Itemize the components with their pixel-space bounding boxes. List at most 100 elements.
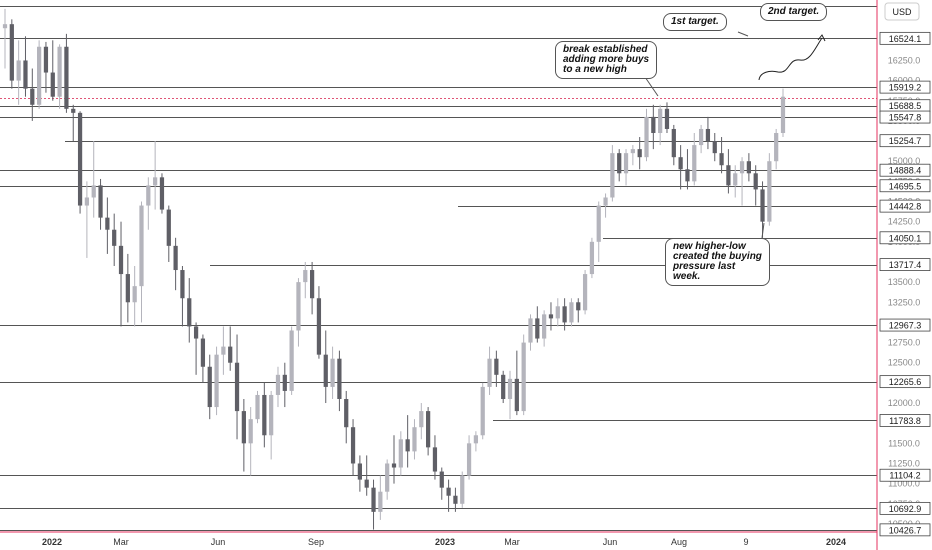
candle-body [542, 314, 547, 339]
candle-body [77, 112, 83, 206]
candle-body [125, 274, 130, 303]
time-tick-label: 9 [743, 537, 748, 547]
time-tick-label: Sep [308, 537, 324, 547]
level-price-label: 16524.1 [889, 34, 922, 44]
level-price-box [879, 318, 931, 332]
candle-body [173, 245, 178, 271]
candle-body [753, 173, 758, 190]
candle-body [739, 161, 745, 174]
level-price-box [879, 523, 931, 537]
candle-body [255, 394, 260, 420]
candle-body [719, 153, 724, 166]
level-price-label: 15688.5 [889, 101, 922, 111]
candle-body [269, 394, 274, 436]
candle-body [528, 318, 533, 343]
candle-body [193, 326, 199, 339]
time-tick-label: 2023 [435, 537, 455, 547]
candle-body [207, 366, 212, 408]
candle-body [446, 487, 451, 496]
candle-body [112, 229, 117, 246]
level-price-box [879, 231, 931, 245]
candle-body [596, 205, 601, 242]
candle-body [494, 358, 499, 375]
currency-button-label: USD [892, 7, 912, 17]
candle-body [637, 149, 642, 158]
price-tick-label: 12000.0 [888, 398, 921, 408]
time-tick-label: 2022 [42, 537, 62, 547]
candle-body [535, 318, 540, 339]
candle-body [610, 153, 615, 198]
candle-body [630, 149, 635, 154]
candle-body [460, 475, 465, 504]
candle-body [282, 374, 287, 391]
level-price-label: 10426.7 [889, 525, 922, 535]
candle-body [166, 209, 171, 246]
note-pointer-line [644, 76, 659, 97]
candle-body [200, 338, 206, 367]
time-tick-label: Jun [211, 537, 226, 547]
candle-body [658, 108, 663, 133]
level-price-box [879, 501, 931, 515]
candle-body [57, 46, 62, 97]
candle-body [357, 463, 362, 480]
price-tick-label: 11000.0 [888, 479, 920, 489]
candle-body [398, 439, 403, 468]
candle-body [678, 157, 683, 170]
note-break-established: break established adding more buys to a … [555, 41, 658, 79]
candle-body [118, 245, 124, 275]
time-tick-label: Mar [113, 537, 129, 547]
candle-body [378, 491, 383, 512]
time-tick-label: Aug [671, 537, 687, 547]
price-tick-label: 11500.0 [888, 438, 920, 448]
candle-body [30, 88, 35, 105]
candle-body [37, 46, 42, 105]
candle-body [91, 185, 96, 198]
currency-button[interactable]: USD [884, 2, 920, 21]
candle-body [569, 302, 574, 323]
level-price-label: 13717.4 [889, 260, 922, 270]
candle-body [43, 46, 49, 73]
candle-body [214, 354, 219, 408]
candle-body [671, 128, 676, 158]
candle-body [371, 487, 376, 512]
candle-body [323, 354, 328, 387]
candlesticks [2, 8, 786, 530]
level-price-label: 12967.3 [889, 321, 922, 331]
candle-body [248, 419, 253, 444]
level-price-label: 14050.1 [889, 233, 922, 243]
candle-body [9, 24, 14, 81]
candle-body [644, 116, 649, 158]
level-price-label: 15547.8 [889, 113, 922, 123]
candle-body [391, 463, 397, 468]
level-price-box [879, 134, 931, 148]
candle-body [453, 495, 458, 504]
level-price-box [879, 199, 931, 213]
candle-body [180, 270, 185, 299]
candle-body [98, 185, 103, 218]
level-price-box [879, 163, 931, 177]
candle-body [774, 133, 779, 162]
time-tick-label: Mar [504, 537, 520, 547]
candle-body [337, 358, 342, 399]
candle-body [617, 153, 622, 174]
note-2nd-target: 2nd target. [760, 3, 828, 21]
level-price-box [879, 80, 931, 94]
candle-body [64, 46, 69, 109]
projection-arrow-head [817, 34, 826, 42]
candle-body [296, 282, 301, 331]
candle-body [473, 435, 479, 444]
candle-body [548, 314, 554, 319]
note-pointer-line [761, 222, 765, 239]
candle-body [84, 197, 90, 206]
candle-body [664, 108, 670, 129]
price-tick-label: 14250.0 [888, 217, 921, 227]
price-tick-label: 13500.0 [888, 277, 921, 287]
candle-body [350, 427, 356, 464]
candle-body [275, 374, 281, 395]
level-price-box [879, 414, 931, 427]
candle-body [466, 443, 472, 476]
candle-body [309, 270, 315, 299]
candle-body [651, 116, 656, 133]
candle-body [426, 411, 431, 448]
